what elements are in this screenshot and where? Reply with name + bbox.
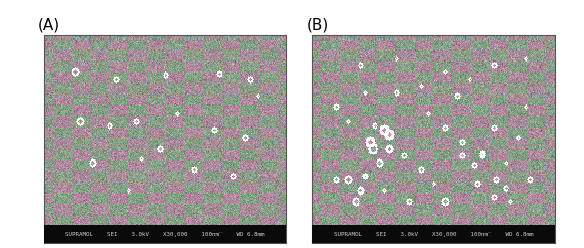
- Bar: [44, 225, 286, 243]
- Text: (B): (B): [307, 17, 329, 32]
- Text: SUPRAMOL    SEI    3.0kV    X30,000    100nm‾    WD 6.8mm: SUPRAMOL SEI 3.0kV X30,000 100nm‾ WD 6.8…: [65, 232, 265, 237]
- Text: SUPRAMOL    SEI    3.0kV    X30,000    100nm‾    WD 6.8mm: SUPRAMOL SEI 3.0kV X30,000 100nm‾ WD 6.8…: [334, 232, 533, 237]
- Bar: [312, 225, 555, 243]
- Text: (A): (A): [38, 17, 60, 32]
